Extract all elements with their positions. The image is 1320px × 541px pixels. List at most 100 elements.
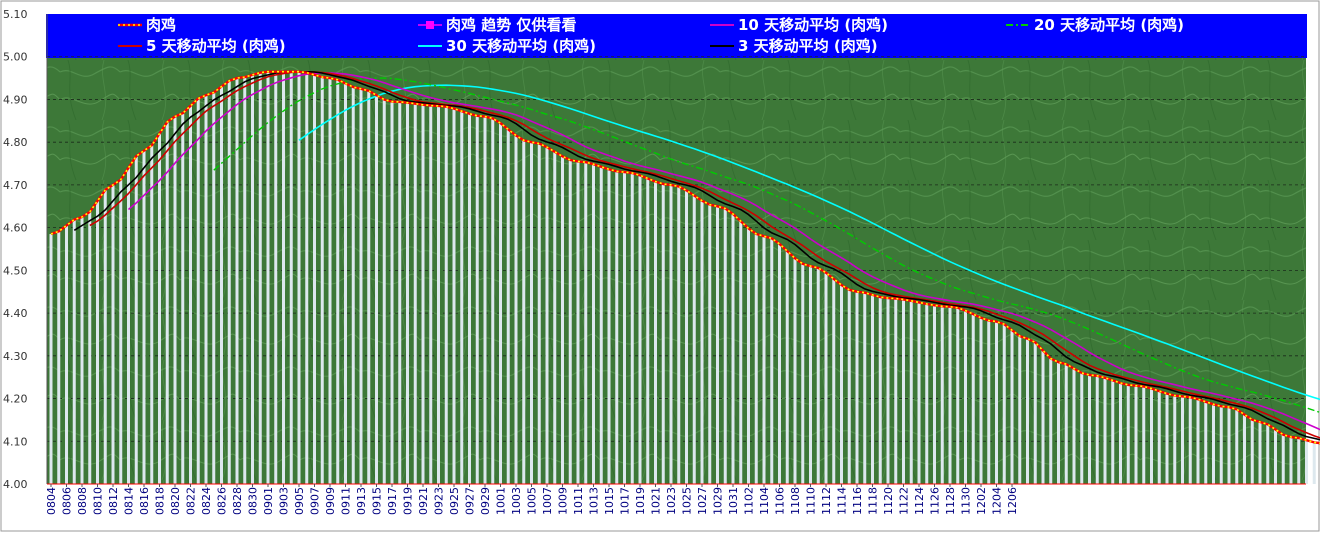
price-bar [320, 77, 324, 485]
price-bar [1258, 422, 1262, 484]
price-bar [266, 71, 270, 484]
x-tick-label: 0913 [355, 487, 368, 515]
x-tick-label: 1206 [1006, 487, 1019, 515]
price-bar [49, 234, 53, 484]
x-tick-label: 0919 [402, 487, 415, 515]
price-bar [351, 87, 355, 484]
x-tick-label: 0816 [138, 487, 151, 515]
legend-label: 肉鸡 [146, 16, 176, 34]
x-tick-label: 1130 [960, 487, 973, 515]
x-tick-label: 1108 [789, 487, 802, 515]
price-bar [80, 216, 84, 485]
legend-label: 30 天移动平均 (肉鸡) [446, 37, 596, 55]
price-bar [568, 159, 572, 484]
price-bar [1142, 386, 1146, 484]
y-tick-label: 4.20 [3, 393, 28, 406]
price-bar [127, 167, 130, 484]
price-bar [468, 113, 471, 484]
x-tick-label: 1128 [944, 487, 957, 515]
legend-item: 30 天移动平均 (肉鸡) [418, 37, 596, 55]
price-bar [1235, 409, 1239, 484]
price-bar [1281, 434, 1285, 484]
price-bar [630, 173, 634, 484]
price-bar [189, 105, 192, 484]
price-bar [196, 98, 200, 484]
price-bar [522, 140, 526, 484]
x-tick-label: 0812 [107, 487, 120, 515]
price-bar [1250, 419, 1254, 484]
price-bar [762, 236, 766, 484]
price-bar [88, 211, 92, 484]
x-tick-label: 0907 [309, 487, 322, 515]
price-bar [499, 123, 502, 484]
x-tick-label: 0929 [479, 487, 492, 515]
price-bar [382, 99, 386, 484]
y-axis-ticks: 4.00 4.10 4.20 4.30 4.40 4.50 4.60 4.70 4.80 4.90… [3, 8, 28, 491]
price-bar [878, 297, 882, 484]
price-bar [313, 74, 316, 485]
x-tick-label: 1005 [526, 487, 539, 515]
x-tick-label: 1019 [634, 487, 647, 515]
x-tick-label: 1122 [898, 487, 911, 515]
series-lines [50, 70, 1320, 445]
price-bar [429, 105, 433, 485]
x-tick-label: 1112 [820, 487, 833, 515]
price-bar [1103, 377, 1107, 484]
price-bar [235, 78, 239, 484]
price-bar [359, 88, 363, 484]
price-bar [258, 72, 262, 485]
price-bar [754, 233, 758, 484]
price-bar [96, 200, 99, 484]
price-bar [801, 263, 805, 484]
price-bar [289, 71, 293, 484]
x-tick-label: 1007 [541, 487, 554, 515]
price-bar [111, 184, 115, 484]
price-bar [103, 189, 107, 484]
ma30-line [298, 84, 1320, 401]
price-bar [692, 195, 696, 484]
price-bar [708, 204, 712, 484]
price-bar [1165, 393, 1169, 484]
price-bar [623, 172, 626, 484]
price-bar [863, 292, 867, 484]
price-bar [1266, 424, 1270, 484]
x-tick-label: 1027 [696, 487, 709, 515]
y-tick-label: 4.60 [3, 222, 28, 235]
price-bar [700, 200, 704, 484]
volume-bars [49, 71, 1316, 485]
price-bar [964, 310, 967, 484]
price-bar [716, 206, 719, 485]
price-bar [274, 71, 278, 484]
price-bar [778, 243, 781, 484]
price-bar [1088, 375, 1091, 484]
price-bar [413, 103, 417, 485]
price-bar [561, 156, 564, 484]
price-bar [987, 320, 991, 484]
price-bar [475, 115, 479, 484]
x-tick-label: 1003 [510, 487, 523, 515]
price-bar [421, 104, 425, 484]
price-bar [483, 116, 487, 484]
price-bar [731, 214, 735, 485]
price-bar [212, 92, 216, 485]
price-bar [669, 184, 673, 484]
price-bar [367, 90, 371, 484]
price-bar [1134, 385, 1138, 484]
ma20-line [213, 77, 1320, 414]
price-bar [576, 161, 580, 484]
price-bar [243, 77, 247, 485]
legend-label: 20 天移动平均 (肉鸡) [1034, 16, 1184, 34]
price-bar [615, 171, 619, 484]
y-tick-label: 4.50 [3, 264, 28, 277]
price-bar [599, 166, 603, 484]
y-tick-label: 4.40 [3, 307, 28, 320]
price-bar [723, 208, 727, 484]
x-tick-label: 1118 [867, 487, 880, 515]
price-bar [940, 306, 944, 484]
legend-item: 10 天移动平均 (肉鸡) [710, 16, 888, 34]
x-tick-label: 1015 [603, 487, 616, 515]
price-bar [1080, 373, 1084, 484]
x-tick-label: 1114 [836, 487, 849, 515]
price-bar [390, 101, 394, 484]
price-bar [165, 121, 169, 485]
